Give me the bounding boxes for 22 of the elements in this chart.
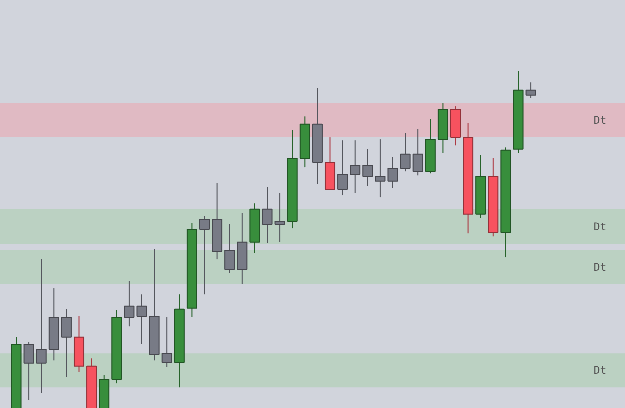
- candlestick: [162, 317, 172, 368]
- candlestick: [36, 259, 47, 394]
- band-label: Dt: [594, 114, 607, 128]
- candlestick: [274, 192, 286, 243]
- candlestick: [362, 148, 374, 187]
- candlestick: [338, 140, 348, 196]
- band-label: Dt: [594, 260, 607, 274]
- candlestick: [262, 186, 273, 244]
- candlestick: [388, 156, 398, 189]
- band-label: Dt: [594, 220, 607, 234]
- candlestick: [526, 82, 536, 99]
- candlestick: [136, 294, 148, 345]
- candlestick: [61, 308, 72, 378]
- candlestick: [124, 280, 135, 328]
- band-label: Dt: [594, 364, 607, 378]
- candlestick: [375, 139, 386, 198]
- candlestick: [412, 128, 424, 176]
- candlestick: [224, 224, 236, 274]
- candlestick: [199, 216, 210, 296]
- candlestick: [350, 140, 361, 194]
- candlestick: [400, 133, 411, 172]
- candlestick: [24, 342, 34, 401]
